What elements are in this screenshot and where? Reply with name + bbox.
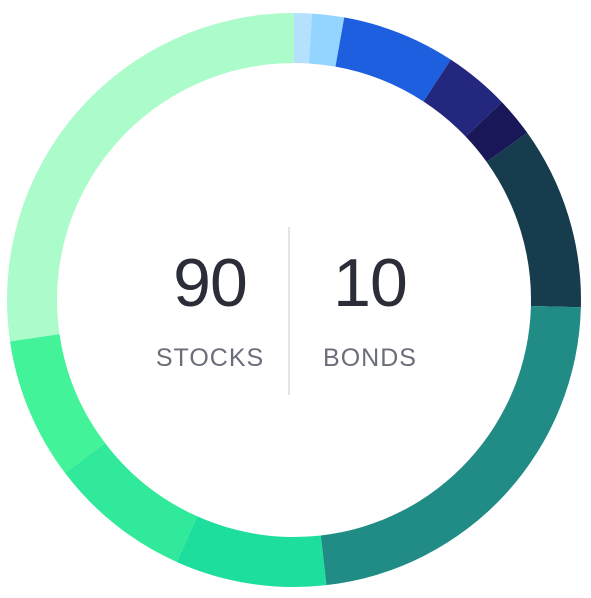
- stocks-label: STOCKS: [155, 344, 265, 372]
- allocation-summary: 90 STOCKS 10 BONDS: [140, 225, 440, 397]
- stocks-percent: 90: [173, 245, 248, 321]
- donut-segment-9: [65, 442, 198, 562]
- donut-segment-5: [465, 102, 528, 162]
- donut-segment-6: [486, 132, 581, 308]
- donut-segment-7: [320, 305, 581, 586]
- bonds-summary: 10 BONDS: [300, 225, 440, 373]
- summary-divider: [288, 227, 290, 395]
- donut-segment-11: [6, 13, 294, 342]
- donut-segment-3: [335, 17, 451, 102]
- donut-segment-4: [423, 59, 502, 137]
- bonds-percent: 10: [333, 245, 408, 321]
- donut-segment-8: [176, 516, 327, 587]
- donut-segment-2: [308, 13, 345, 67]
- donut-segment-10: [9, 334, 105, 474]
- donut-segment-1: [294, 13, 313, 64]
- stocks-summary: 90 STOCKS: [140, 225, 280, 373]
- bonds-label: BONDS: [323, 344, 417, 372]
